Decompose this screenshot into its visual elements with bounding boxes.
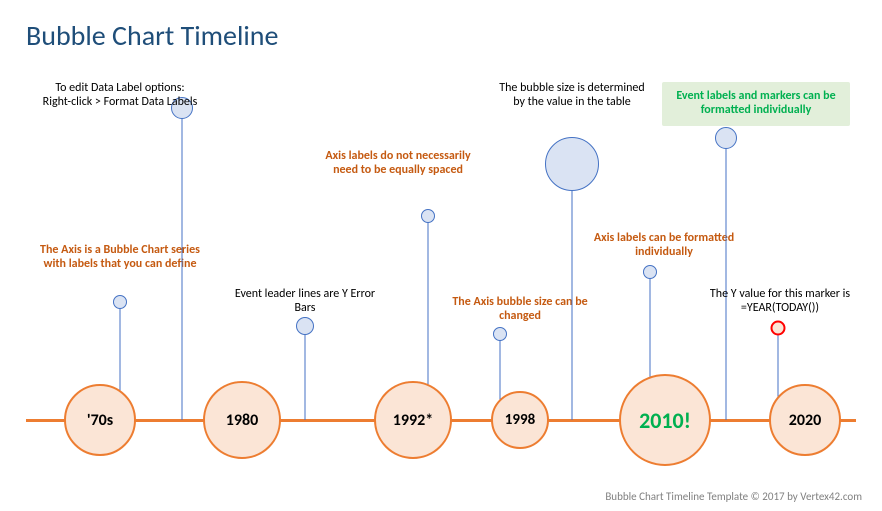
event-marker	[421, 209, 435, 223]
axis-bubble: '70s	[64, 384, 136, 456]
event-callout: Event labels and markers can be formatte…	[662, 82, 850, 126]
axis-bubble: 1998	[491, 391, 549, 449]
event-marker	[493, 327, 507, 341]
axis-bubble: 2010!	[619, 374, 711, 466]
event-label: The Y value for this marker is =YEAR(TOD…	[700, 288, 860, 316]
axis-bubble: 1992*	[374, 381, 452, 459]
event-leader	[182, 108, 183, 420]
event-label: Axis labels do not necessarily need to b…	[318, 150, 478, 178]
event-label: The Axis bubble size can be changed	[435, 296, 605, 324]
event-marker	[545, 137, 599, 191]
event-leader	[305, 326, 306, 420]
event-label: The Axis is a Bubble Chart series with l…	[35, 244, 205, 272]
event-marker	[643, 265, 657, 279]
event-leader	[572, 164, 573, 420]
event-label: The bubble size is determined by the val…	[495, 82, 650, 110]
axis-bubble: 1980	[203, 381, 281, 459]
footer-credit: Bubble Chart Timeline Template © 2017 by…	[605, 490, 862, 503]
event-label: Event leader lines are Y Error Bars	[230, 288, 380, 316]
event-marker	[296, 317, 314, 335]
event-label: Axis labels can be formatted individuall…	[589, 232, 739, 260]
event-label: To edit Data Label options: Right-click …	[40, 82, 200, 110]
event-marker	[715, 127, 737, 149]
event-marker	[771, 321, 786, 336]
axis-bubble: 2020	[769, 384, 841, 456]
event-marker	[113, 295, 127, 309]
event-leader	[726, 138, 727, 420]
chart-title: Bubble Chart Timeline	[26, 18, 278, 53]
